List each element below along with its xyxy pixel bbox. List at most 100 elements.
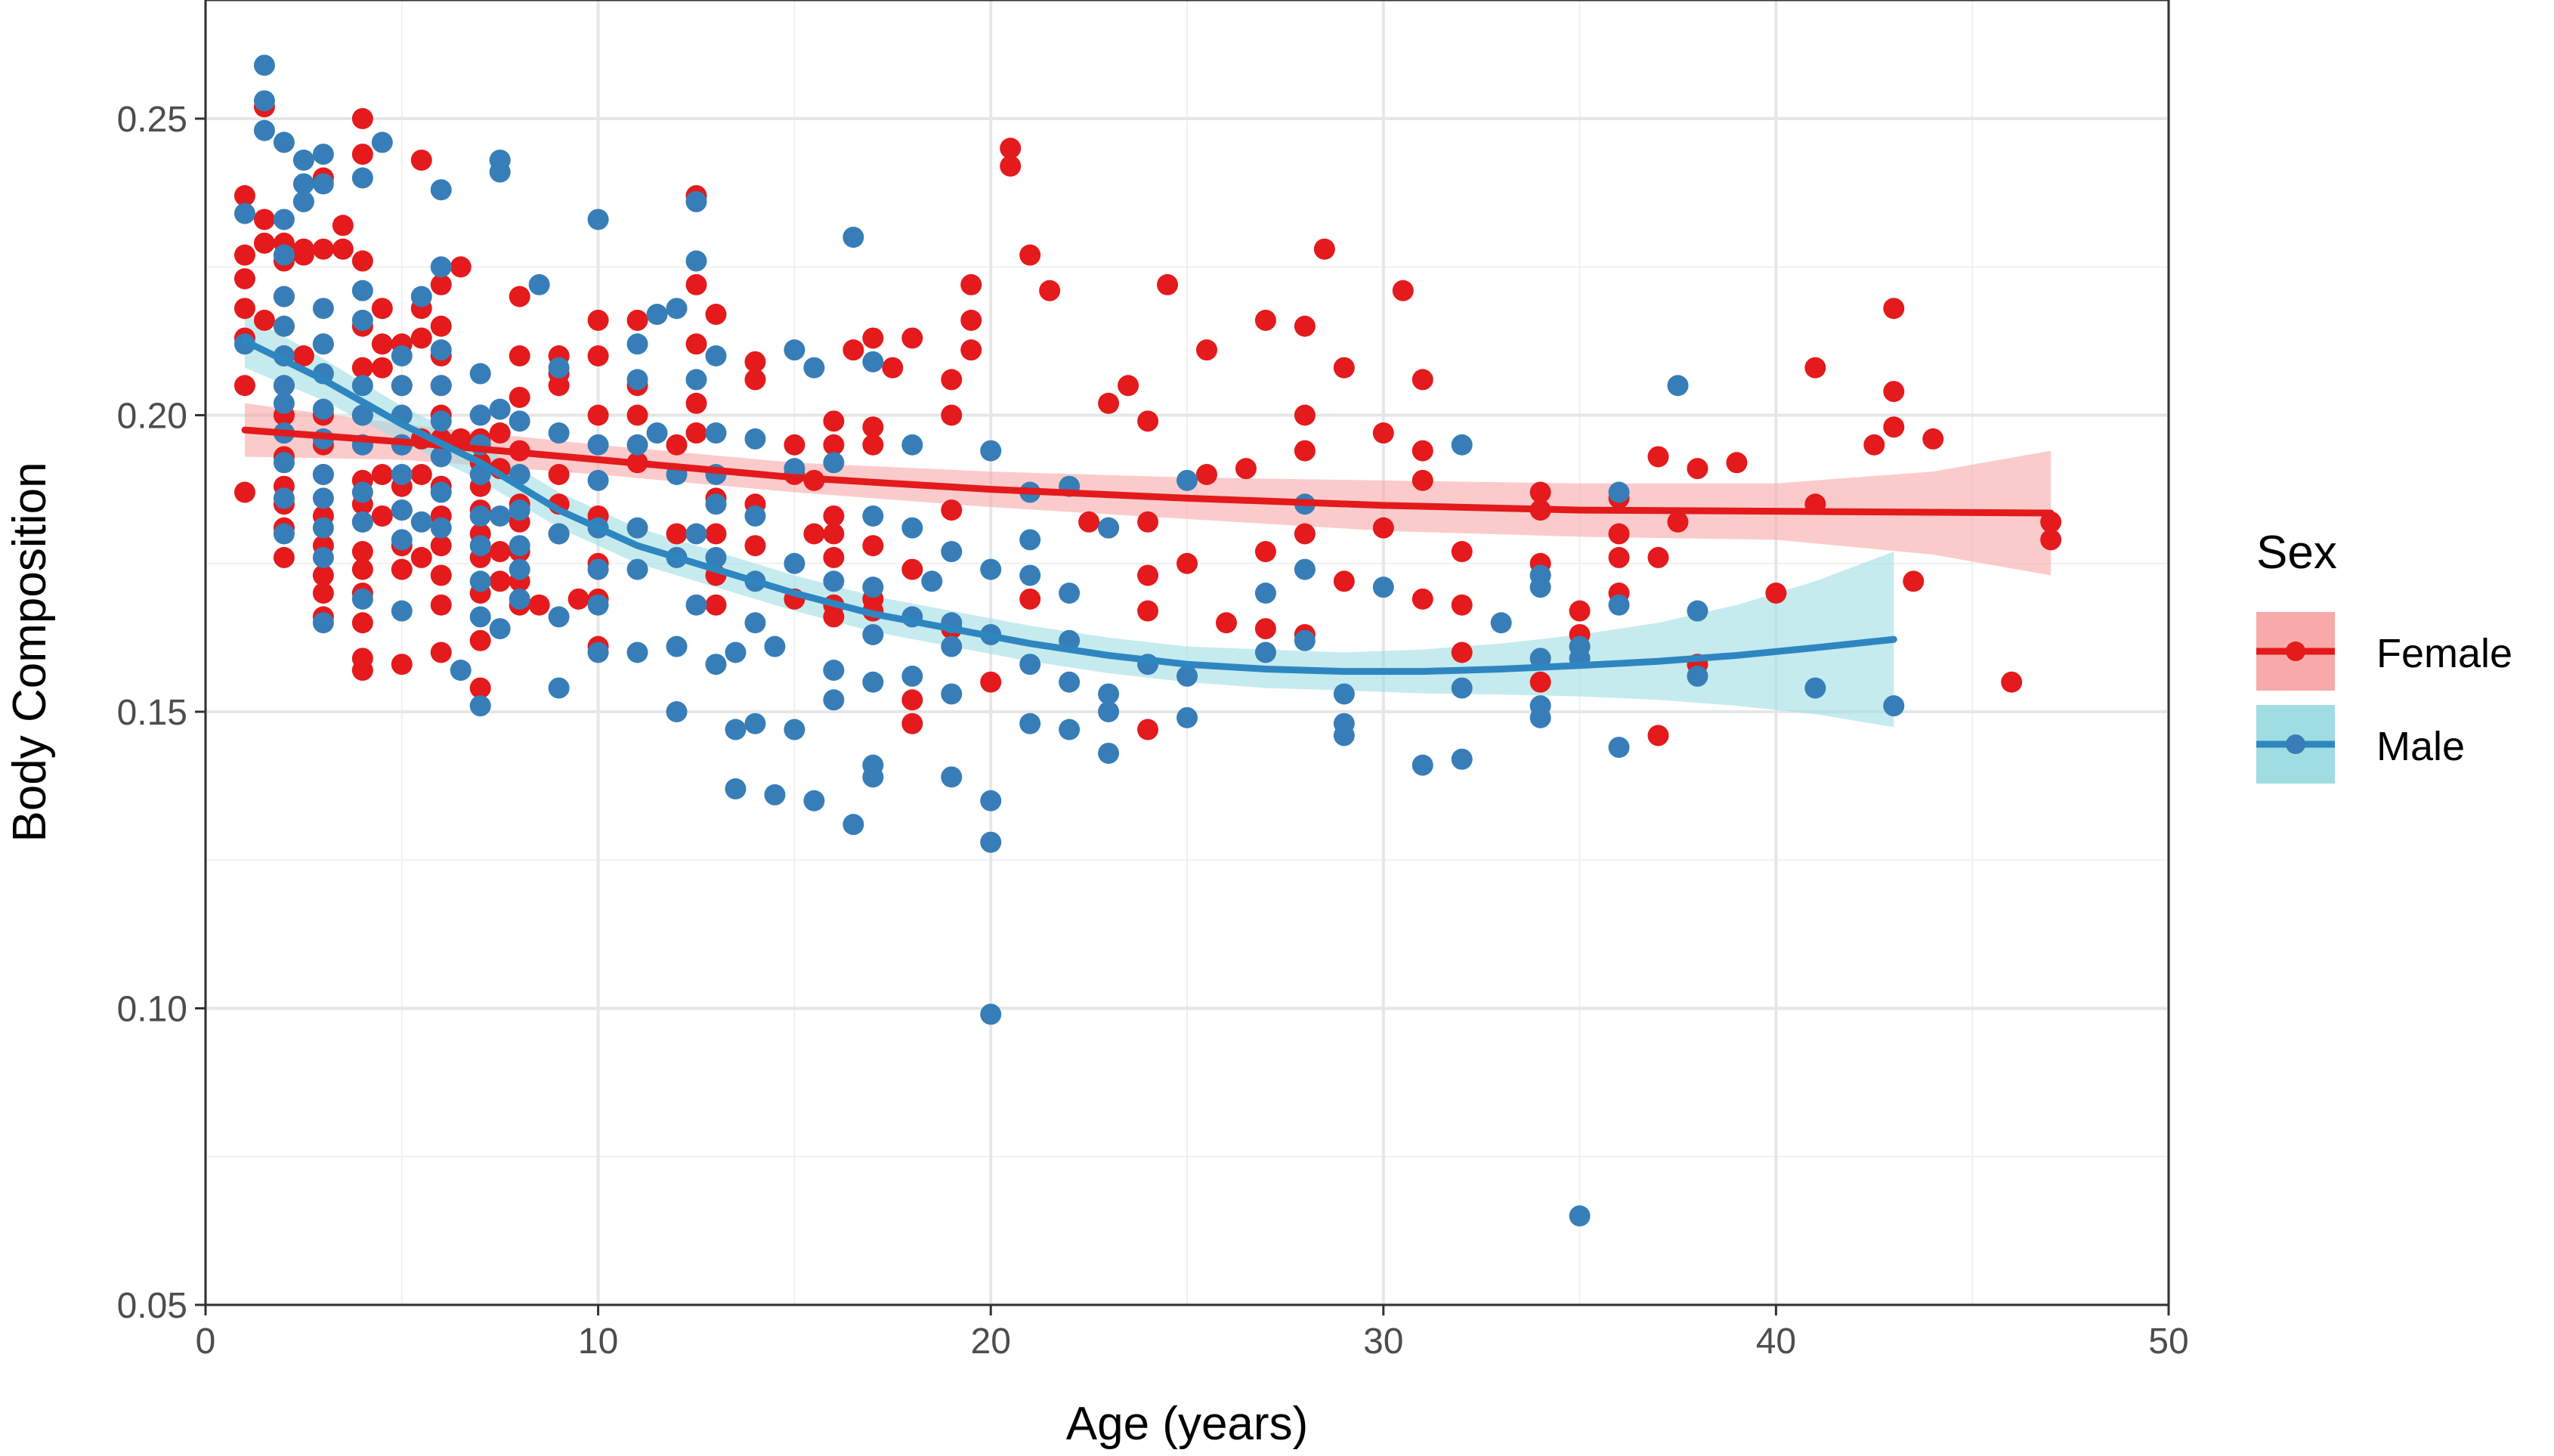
data-point-female (1137, 600, 1159, 622)
data-point-female (489, 422, 511, 444)
data-point-female (548, 464, 570, 485)
data-point-male (1804, 677, 1826, 699)
data-point-male (430, 446, 452, 468)
data-point-male (273, 487, 295, 509)
data-point-female (1294, 404, 1316, 426)
data-point-male (1177, 469, 1198, 491)
data-point-female (784, 434, 805, 456)
data-point-male (273, 375, 295, 397)
data-point-male (312, 298, 334, 320)
smooth-line-male (241, 337, 1897, 675)
y-tick-label: 0.15 (117, 693, 187, 733)
data-point-male (1490, 612, 1512, 634)
data-point-female (901, 713, 923, 734)
data-point-male (469, 505, 491, 527)
data-point-female (371, 505, 393, 527)
data-point-male (685, 250, 707, 272)
data-point-female (1137, 511, 1159, 533)
data-point-male (273, 244, 295, 266)
data-point-male (509, 410, 530, 432)
data-point-female (1215, 612, 1237, 634)
data-point-female (1765, 583, 1787, 604)
y-tick-label: 0.05 (117, 1286, 187, 1326)
data-point-male (587, 558, 609, 580)
data-point-female (351, 558, 373, 580)
data-point-female (1098, 392, 1120, 414)
data-point-male (489, 161, 511, 183)
data-point-female (941, 369, 963, 391)
data-point-male (450, 660, 472, 682)
data-point-female (1235, 458, 1257, 480)
data-point-female (862, 416, 884, 438)
data-point-male (391, 345, 413, 366)
data-point-female (1647, 546, 1669, 568)
data-point-female (1294, 523, 1316, 545)
data-point-male (292, 173, 314, 195)
data-point-male (587, 641, 609, 663)
data-point-female (744, 369, 766, 391)
data-point-male (312, 144, 334, 165)
data-point-male (391, 464, 413, 485)
data-point-male (528, 274, 550, 295)
data-point-female (862, 327, 884, 349)
data-point-male (430, 517, 452, 539)
data-point-male (292, 149, 314, 171)
y-tick-label: 0.10 (117, 990, 187, 1030)
data-point-male (784, 719, 805, 740)
data-point-male (1254, 583, 1276, 604)
data-point-male (1098, 517, 1120, 539)
data-point-female (292, 345, 314, 366)
data-point-female (960, 339, 982, 361)
data-point-male (469, 404, 491, 426)
data-point-male (273, 286, 295, 308)
data-point-male (351, 481, 373, 503)
data-point-female (1294, 315, 1316, 337)
data-point-female (1372, 422, 1394, 444)
data-point-female (1372, 517, 1394, 539)
data-point-male (941, 541, 963, 563)
data-point-male (1177, 665, 1198, 687)
data-point-female (253, 209, 275, 230)
data-point-female (509, 286, 530, 308)
data-point-female (1254, 618, 1276, 640)
plot-panel-border (204, 0, 2170, 1306)
data-point-male (941, 635, 963, 657)
data-point-male (685, 523, 707, 545)
data-point-male (312, 398, 334, 420)
data-point-male (1294, 558, 1316, 580)
data-point-male (980, 1003, 1002, 1025)
data-point-female (1451, 641, 1473, 663)
data-point-female (351, 250, 373, 272)
data-point-male (744, 612, 766, 634)
data-point-female (528, 594, 550, 616)
data-point-female (941, 499, 963, 521)
x-tick-label: 20 (971, 1322, 1011, 1362)
data-point-male (391, 375, 413, 397)
data-point-male (430, 179, 452, 201)
data-point-female (1137, 719, 1159, 740)
data-point-male (862, 351, 884, 373)
data-point-female (823, 606, 845, 628)
data-point-male (626, 333, 648, 355)
data-point-female (901, 558, 923, 580)
smooth-lines (241, 337, 2055, 675)
data-point-male (351, 404, 373, 426)
data-point-male (371, 131, 393, 153)
data-point-male (685, 594, 707, 616)
data-point-female (469, 677, 491, 699)
data-point-male (1019, 529, 1041, 551)
data-point-male (509, 499, 530, 521)
data-point-male (725, 778, 747, 800)
data-point-male (233, 202, 255, 224)
data-point-female (1687, 458, 1708, 480)
data-point-female (233, 267, 255, 289)
data-point-male (489, 398, 511, 420)
data-point-female (1000, 138, 1022, 159)
x-tick-label: 10 (578, 1322, 618, 1362)
data-point-male (1098, 742, 1120, 764)
data-point-male (823, 660, 845, 682)
data-point-male (469, 535, 491, 557)
data-point-female (233, 481, 255, 503)
data-point-female (882, 357, 904, 379)
data-point-female (1883, 416, 1905, 438)
